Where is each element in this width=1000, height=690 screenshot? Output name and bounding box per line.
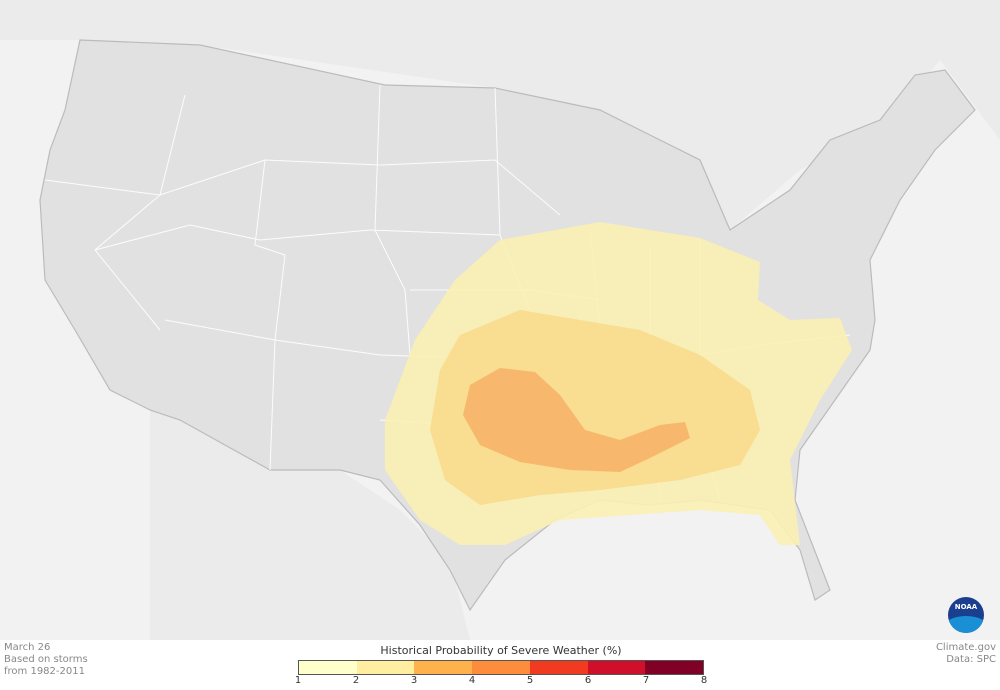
- legend-tick: 6: [584, 675, 592, 686]
- legend-tick: 7: [642, 675, 650, 686]
- legend-tick: 1: [294, 675, 302, 686]
- zone-3-4: [463, 368, 690, 472]
- caption: March 26 Based on storms from 1982-2011: [4, 642, 88, 678]
- credit-site: Climate.gov: [935, 642, 996, 653]
- footer: March 26 Based on storms from 1982-2011 …: [0, 640, 1000, 690]
- legend-ticks: 1 2 3 4 5 6 7 8: [294, 675, 708, 687]
- legend-color-bar: [298, 660, 704, 675]
- legend-swatch-7: [645, 661, 704, 674]
- credit-source: Data: SPC: [946, 654, 996, 665]
- legend-swatch-3: [414, 661, 473, 674]
- legend-title: Historical Probability of Severe Weather…: [380, 644, 622, 657]
- caption-date: March 26: [4, 642, 51, 653]
- legend-swatch-5: [529, 661, 588, 674]
- us-map: [0, 0, 1000, 640]
- credits: Climate.gov Data: SPC: [936, 642, 996, 666]
- legend-tick: 3: [410, 675, 418, 686]
- caption-line2: Based on storms: [4, 654, 88, 665]
- legend-tick: 8: [700, 675, 708, 686]
- noaa-logo-text: NOAA: [954, 603, 978, 611]
- legend-swatch-1: [299, 661, 357, 674]
- legend-tick: 4: [468, 675, 476, 686]
- caption-line3: from 1982-2011: [4, 666, 85, 677]
- canada-mexico-land: [0, 0, 1000, 640]
- legend-tick: 2: [352, 675, 360, 686]
- noaa-logo: NOAA: [948, 597, 984, 633]
- legend-swatch-2: [356, 661, 415, 674]
- legend-tick: 5: [526, 675, 534, 686]
- legend-swatch-4: [472, 661, 530, 674]
- legend-swatch-6: [587, 661, 646, 674]
